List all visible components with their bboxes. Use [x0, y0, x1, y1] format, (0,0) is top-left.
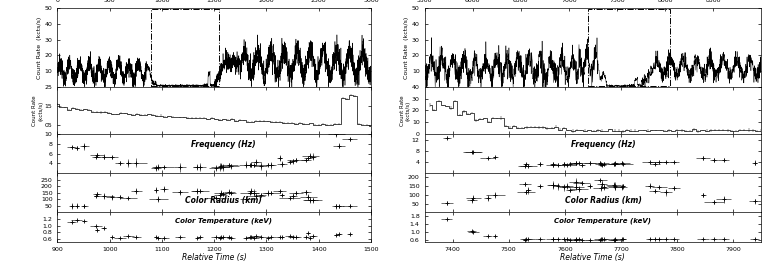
Text: Color Radius (km): Color Radius (km) — [565, 196, 641, 205]
Y-axis label: Count Rate  (kcts/s): Count Rate (kcts/s) — [37, 16, 42, 79]
X-axis label: Relative Time (s): Relative Time (s) — [182, 253, 246, 262]
Text: Color Temperature (keV): Color Temperature (keV) — [175, 217, 272, 224]
Text: Frequency (Hz): Frequency (Hz) — [571, 140, 635, 149]
X-axis label: Relative Time (s): Relative Time (s) — [561, 253, 625, 262]
Text: Color Radius (km): Color Radius (km) — [185, 196, 262, 205]
Y-axis label: Count Rate
(kcts/s): Count Rate (kcts/s) — [399, 95, 411, 126]
Y-axis label: Count Rate
(kcts/s): Count Rate (kcts/s) — [32, 95, 44, 126]
Text: Color Temperature (keV): Color Temperature (keV) — [555, 217, 652, 224]
Y-axis label: Count Rate  (kcts/s): Count Rate (kcts/s) — [404, 16, 409, 79]
Text: Frequency (Hz): Frequency (Hz) — [191, 140, 256, 149]
